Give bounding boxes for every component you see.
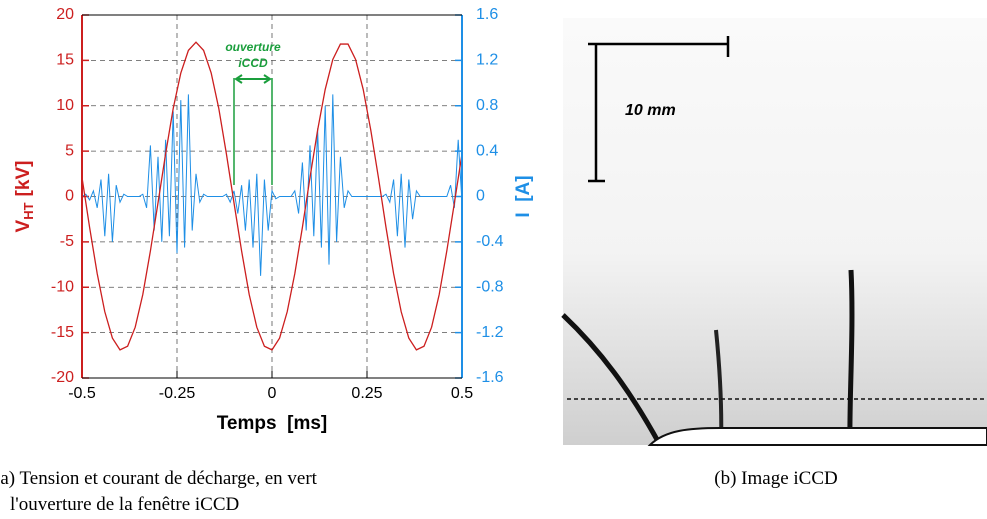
y-axis-title-part: V: [13, 219, 34, 232]
x-tick-label: -0.5: [68, 385, 96, 402]
y2-tick-label: -0.4: [476, 233, 504, 250]
y2-tick-label: 1.2: [476, 52, 498, 69]
y-tick-label: -5: [60, 233, 74, 250]
y-axis-title-part: [kV]: [13, 161, 34, 197]
annotation-text: ouverture: [225, 40, 281, 54]
iccd-image: 10 mm: [561, 18, 987, 447]
electrode-edge: [647, 427, 987, 446]
y2-tick-label: -0.8: [476, 278, 504, 295]
scale-label: 10 mm: [625, 102, 676, 119]
y-tick-label: 0: [65, 188, 74, 205]
streak: [561, 313, 663, 447]
caption: (a) Tension et courant de décharge, en v…: [0, 468, 318, 489]
y-tick-label: 10: [56, 97, 74, 114]
y-axis-title-part: HT: [21, 202, 36, 219]
y2-tick-label: 0.4: [476, 142, 498, 159]
y2-axis-title: I [A]: [513, 175, 534, 217]
y2-tick-label: 0.8: [476, 97, 498, 114]
streak: [847, 269, 855, 446]
y-tick-label: -15: [51, 324, 74, 341]
y-tick-label: 20: [56, 6, 74, 23]
y-tick-label: 15: [56, 52, 74, 69]
image-background: [563, 18, 987, 445]
y2-tick-label: 0: [476, 188, 485, 205]
chart: -20 -15 -10 -5 0 5 10 15 20 -1.6 -1.2 -0.8 -0.4 0 0.4 0…: [13, 6, 534, 434]
x-tick-label: 0.5: [451, 385, 473, 402]
y-tick-label: -10: [51, 278, 74, 295]
caption: l'ouverture de la fenêtre iCCD: [10, 494, 239, 515]
y-tick-label: -20: [51, 369, 74, 386]
x-tick-label: -0.25: [159, 385, 196, 402]
annotation-arrow: [234, 74, 272, 84]
y-tick-label: 5: [65, 142, 74, 159]
x-tick-label: 0: [268, 385, 277, 402]
series-line: [81, 94, 463, 276]
y-axis-title: VHT [kV]: [13, 161, 36, 233]
x-axis-title: Temps [ms]: [217, 413, 328, 434]
y2-tick-label: -1.6: [476, 369, 504, 386]
series-line: [81, 41, 463, 351]
caption: (b) Image iCCD: [714, 468, 837, 489]
annotation-text: iCCD: [238, 56, 268, 70]
y2-tick-label: 1.6: [476, 6, 498, 23]
y2-tick-label: -1.2: [476, 324, 504, 341]
x-tick-label: 0.25: [351, 385, 382, 402]
